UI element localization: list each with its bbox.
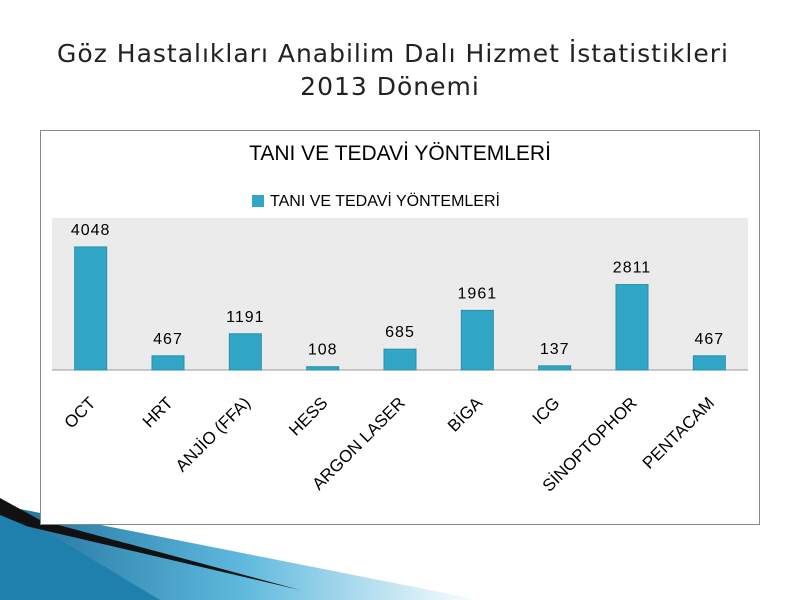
bar <box>460 309 494 371</box>
chart-title: TANI VE TEDAVİ YÖNTEMLERİ <box>249 142 551 165</box>
data-label: 108 <box>308 342 338 359</box>
bar <box>615 284 649 371</box>
bar <box>151 355 185 371</box>
bar <box>538 365 572 371</box>
data-label: 4048 <box>71 222 111 239</box>
bar <box>692 355 726 371</box>
bar <box>228 333 262 371</box>
slide-title: Göz Hastalıkları Anabilim Dalı Hizmet İs… <box>57 39 729 68</box>
data-label: 137 <box>540 341 570 358</box>
bar <box>306 366 340 371</box>
data-label: 1191 <box>226 309 264 326</box>
data-label: 467 <box>153 331 183 348</box>
decor-swoosh-dark <box>0 515 160 600</box>
data-label: 2811 <box>613 260 651 277</box>
bar <box>74 246 108 371</box>
slide-subtitle: 2013 Dönemi <box>300 72 480 101</box>
data-label: 467 <box>694 331 724 348</box>
legend-label: TANI VE TEDAVİ YÖNTEMLERİ <box>270 191 500 210</box>
legend-swatch <box>252 195 264 207</box>
data-label: 1961 <box>458 285 498 302</box>
data-label: 685 <box>385 324 415 341</box>
bar <box>383 348 417 371</box>
